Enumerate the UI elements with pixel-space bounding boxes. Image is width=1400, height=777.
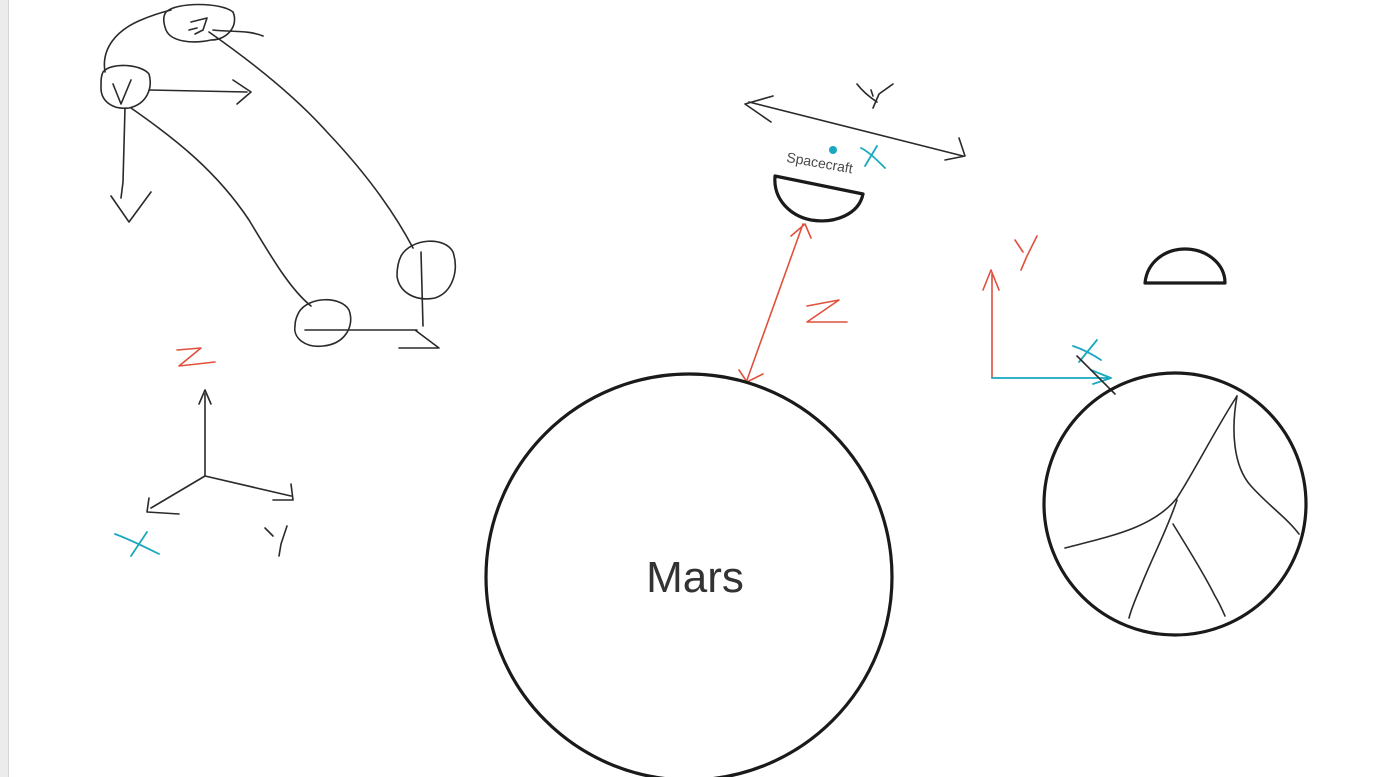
sketch-diagonal-1 [130, 107, 312, 307]
spacecraft-group: Spacecraft [738, 83, 966, 383]
sphere-crack-2 [1233, 395, 1300, 535]
sphere-crack-1 [1064, 395, 1238, 549]
right-axis-x-label [1072, 339, 1102, 363]
sphere-crack-4 [1172, 523, 1226, 617]
right-axes [982, 235, 1116, 395]
sketch-bottom-blob [294, 299, 352, 348]
spacecraft-z-arrow [738, 223, 812, 383]
mars-planet: Mars [484, 372, 894, 777]
right-axis-x [991, 369, 1112, 385]
left-axis-z-label [176, 347, 216, 367]
left-axis-y [204, 475, 294, 501]
left-axis-y-label [264, 525, 288, 557]
left-axis-x [146, 475, 206, 515]
cracked-sphere [1042, 371, 1308, 637]
sketch-arrow-down [110, 107, 152, 223]
sketch-right-blob [396, 240, 457, 300]
sphere-crack-3 [1128, 499, 1178, 619]
left-sketch [100, 3, 457, 349]
sketch-mid-blob [100, 64, 151, 110]
sketch-diagonal-2 [208, 31, 414, 249]
sketch-left-ribbon [103, 9, 172, 73]
left-axes [114, 347, 294, 557]
right-axis-y [982, 269, 1000, 379]
whiteboard-canvas: Spacecraft Mars [8, 0, 1400, 777]
left-axis-x-label [114, 531, 160, 557]
spacecraft-y-arrow [744, 95, 966, 161]
mars-circle [484, 372, 894, 777]
sketch-top-blob [162, 3, 236, 43]
spacecraft-label: Spacecraft [785, 149, 854, 176]
mars-label: Mars [646, 553, 744, 602]
sketch-arrow-right-bottom [304, 329, 440, 349]
spacecraft-body [773, 174, 865, 223]
sketch-top-blob-mark [188, 17, 208, 35]
right-axis-y-label [1014, 235, 1038, 271]
sketch-arrow-right-top [148, 79, 252, 105]
drawing-surface: Spacecraft Mars [100, 3, 1308, 777]
dome-shape [1143, 247, 1227, 285]
sphere-circle [1042, 371, 1308, 637]
left-axis-z [198, 389, 212, 477]
spacecraft-x-label [860, 145, 886, 169]
spacecraft-y-label [856, 83, 894, 109]
spacecraft-point [829, 146, 837, 154]
spacecraft-z-label [806, 299, 848, 323]
